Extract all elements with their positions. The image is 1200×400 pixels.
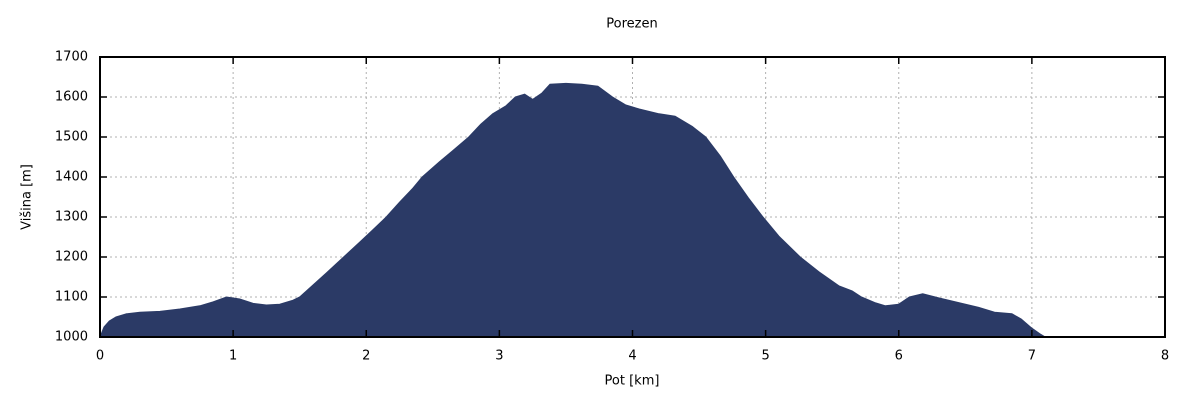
x-tick-label: 2 — [362, 348, 371, 364]
y-tick-label: 1000 — [54, 329, 88, 345]
elevation-profile-area — [99, 82, 1047, 338]
y-tick-label: 1100 — [54, 289, 88, 305]
y-tick-label: 1300 — [54, 209, 88, 225]
x-tick-label: 1 — [228, 348, 238, 364]
x-tick-label: 5 — [761, 348, 770, 364]
x-tick-label: 0 — [95, 348, 105, 364]
chart-title: Porezen — [606, 16, 658, 32]
x-tick-label: 8 — [1160, 348, 1170, 364]
x-tick-label: 3 — [495, 348, 504, 364]
y-tick-label: 1200 — [54, 249, 88, 265]
y-tick-label: 1600 — [54, 89, 88, 105]
y-tick-label: 1700 — [54, 49, 88, 65]
x-tick-label: 7 — [1027, 348, 1037, 364]
y-tick-label: 1400 — [54, 169, 88, 185]
y-tick-label: 1500 — [54, 129, 88, 145]
x-axis-label: Pot [km] — [604, 373, 660, 389]
x-tick-label: 4 — [628, 348, 637, 364]
y-axis-label: Višina [m] — [19, 164, 35, 230]
x-tick-label: 6 — [894, 348, 903, 364]
